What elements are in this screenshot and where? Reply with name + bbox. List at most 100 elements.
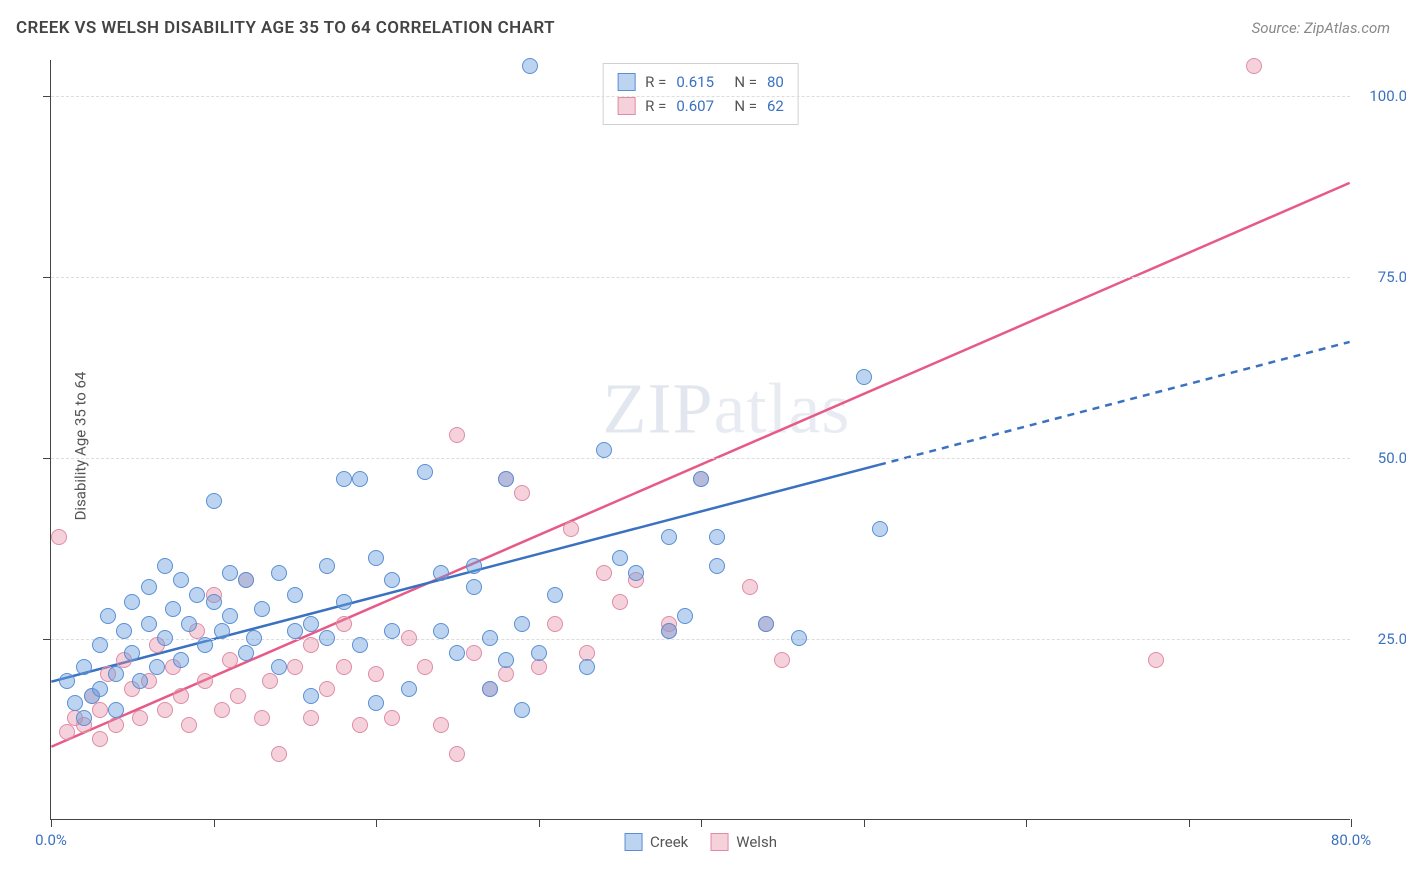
scatter-point-creek <box>149 659 165 675</box>
x-tick <box>51 819 52 827</box>
scatter-point-creek <box>514 616 530 632</box>
scatter-point-welsh <box>449 746 465 762</box>
scatter-point-welsh <box>1246 58 1262 74</box>
scatter-point-creek <box>628 565 644 581</box>
scatter-point-welsh <box>92 731 108 747</box>
source-name: ZipAtlas.com <box>1304 19 1390 37</box>
scatter-point-creek <box>547 587 563 603</box>
legend-series: CreekWelsh <box>624 833 777 851</box>
scatter-point-creek <box>124 645 140 661</box>
scatter-point-creek <box>189 587 205 603</box>
scatter-point-creek <box>319 630 335 646</box>
x-tick <box>864 819 865 827</box>
scatter-point-welsh <box>222 652 238 668</box>
scatter-point-creek <box>401 681 417 697</box>
legend-swatch <box>617 73 635 91</box>
scatter-point-creek <box>197 637 213 653</box>
scatter-point-creek <box>498 652 514 668</box>
legend-r-value: 0.607 <box>676 94 724 118</box>
scatter-point-creek <box>116 623 132 639</box>
scatter-point-creek <box>246 630 262 646</box>
scatter-point-welsh <box>384 710 400 726</box>
scatter-point-welsh <box>336 659 352 675</box>
source-attribution: Source: ZipAtlas.com <box>1252 19 1390 37</box>
scatter-point-welsh <box>352 717 368 733</box>
scatter-point-creek <box>287 623 303 639</box>
scatter-point-creek <box>791 630 807 646</box>
legend-swatch <box>617 97 635 115</box>
scatter-point-creek <box>108 702 124 718</box>
scatter-point-creek <box>612 550 628 566</box>
scatter-point-creek <box>319 558 335 574</box>
scatter-point-creek <box>384 623 400 639</box>
legend-r-value: 0.615 <box>676 70 724 94</box>
scatter-point-welsh <box>401 630 417 646</box>
scatter-point-welsh <box>59 724 75 740</box>
scatter-point-creek <box>165 601 181 617</box>
scatter-point-creek <box>677 608 693 624</box>
gridline-h <box>51 96 1350 97</box>
scatter-point-creek <box>336 594 352 610</box>
scatter-point-creek <box>709 558 725 574</box>
scatter-point-welsh <box>368 666 384 682</box>
scatter-point-creek <box>157 630 173 646</box>
chart-title: CREEK VS WELSH DISABILITY AGE 35 TO 64 C… <box>16 18 555 38</box>
legend-r-label: R = <box>645 94 666 118</box>
scatter-point-creek <box>141 616 157 632</box>
legend-n-label: N = <box>734 70 757 94</box>
legend-correlation-box: R =0.615N =80R =0.607N =62 <box>602 63 799 125</box>
x-tick <box>1351 819 1352 827</box>
scatter-point-creek <box>466 579 482 595</box>
scatter-point-creek <box>693 471 709 487</box>
scatter-point-creek <box>417 464 433 480</box>
regression-line <box>879 342 1350 465</box>
scatter-point-welsh <box>417 659 433 675</box>
scatter-point-creek <box>287 587 303 603</box>
scatter-point-welsh <box>563 521 579 537</box>
scatter-point-creek <box>92 637 108 653</box>
scatter-point-welsh <box>547 616 563 632</box>
scatter-point-creek <box>76 659 92 675</box>
y-tick <box>43 458 51 459</box>
scatter-point-creek <box>856 369 872 385</box>
regression-lines-layer <box>51 60 1350 819</box>
scatter-point-creek <box>482 681 498 697</box>
y-tick-label: 100.0% <box>1358 87 1406 105</box>
scatter-point-welsh <box>433 717 449 733</box>
scatter-point-creek <box>181 616 197 632</box>
chart-plot-area: ZIPatlas R =0.615N =80R =0.607N =62 Cree… <box>50 60 1350 820</box>
scatter-point-creek <box>238 645 254 661</box>
scatter-point-creek <box>514 702 530 718</box>
scatter-point-welsh <box>271 746 287 762</box>
y-tick <box>43 96 51 97</box>
scatter-point-creek <box>872 521 888 537</box>
scatter-point-welsh <box>254 710 270 726</box>
watermark-bold: ZIP <box>602 369 713 449</box>
scatter-point-creek <box>482 630 498 646</box>
scatter-point-creek <box>141 579 157 595</box>
scatter-point-creek <box>368 695 384 711</box>
scatter-point-creek <box>254 601 270 617</box>
scatter-point-creek <box>238 572 254 588</box>
legend-row: R =0.607N =62 <box>617 94 784 118</box>
legend-n-value: 80 <box>767 70 784 94</box>
scatter-point-creek <box>579 659 595 675</box>
scatter-point-welsh <box>197 673 213 689</box>
scatter-point-creek <box>433 623 449 639</box>
scatter-point-welsh <box>132 710 148 726</box>
watermark-light: atlas <box>713 369 850 449</box>
scatter-point-welsh <box>449 427 465 443</box>
scatter-point-welsh <box>262 673 278 689</box>
y-tick-label: 25.0% <box>1358 630 1406 648</box>
scatter-point-creek <box>466 558 482 574</box>
scatter-point-creek <box>352 637 368 653</box>
scatter-point-welsh <box>108 717 124 733</box>
scatter-point-creek <box>157 558 173 574</box>
legend-series-label: Welsh <box>736 833 777 851</box>
scatter-point-welsh <box>173 688 189 704</box>
scatter-point-creek <box>108 666 124 682</box>
scatter-point-creek <box>92 681 108 697</box>
gridline-h <box>51 277 1350 278</box>
x-tick <box>701 819 702 827</box>
scatter-point-welsh <box>287 659 303 675</box>
